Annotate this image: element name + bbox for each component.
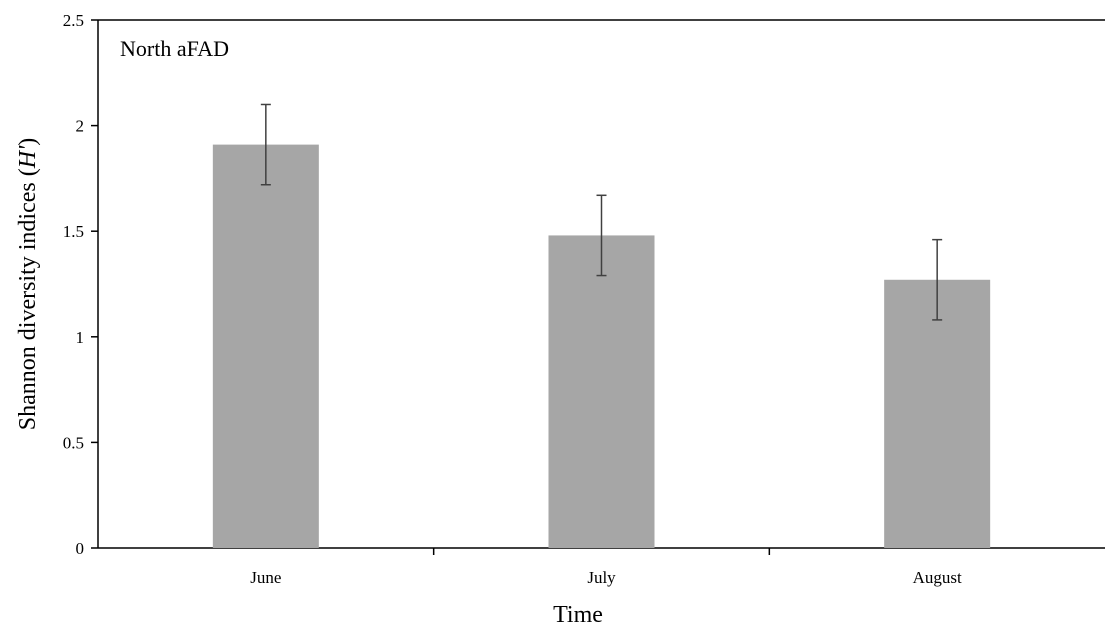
x-category-label: June [250, 568, 281, 587]
plot-area: 0 0.5 1 1.5 2 2.5 June July August [63, 11, 1105, 587]
y-tick-label: 1.5 [63, 222, 84, 241]
y-tick-label: 2 [76, 117, 85, 136]
bar-august [884, 279, 991, 548]
y-axis-title-symbol: H' [15, 145, 41, 169]
y-tick-label: 0.5 [63, 433, 84, 452]
x-axis-ticks: June July August [250, 548, 962, 587]
y-tick-label: 1 [76, 328, 85, 347]
y-tick-label: 2.5 [63, 11, 84, 30]
x-category-label: July [587, 568, 616, 587]
x-axis-title: Time [553, 602, 603, 628]
y-axis-ticks: 0 0.5 1 1.5 2 2.5 [63, 11, 98, 558]
x-category-label: August [913, 568, 962, 587]
bar-june [212, 144, 319, 548]
bars [212, 144, 991, 548]
y-tick-label: 0 [76, 539, 85, 558]
y-axis-title-prefix: Shannon diversity indices ( [15, 168, 41, 430]
chart-title: North aFAD [120, 36, 229, 61]
bar-july [548, 235, 655, 548]
error-bars [260, 103, 943, 321]
y-axis-title: Shannon diversity indices (H') [15, 138, 41, 430]
y-axis-title-suffix: ) [15, 138, 41, 146]
